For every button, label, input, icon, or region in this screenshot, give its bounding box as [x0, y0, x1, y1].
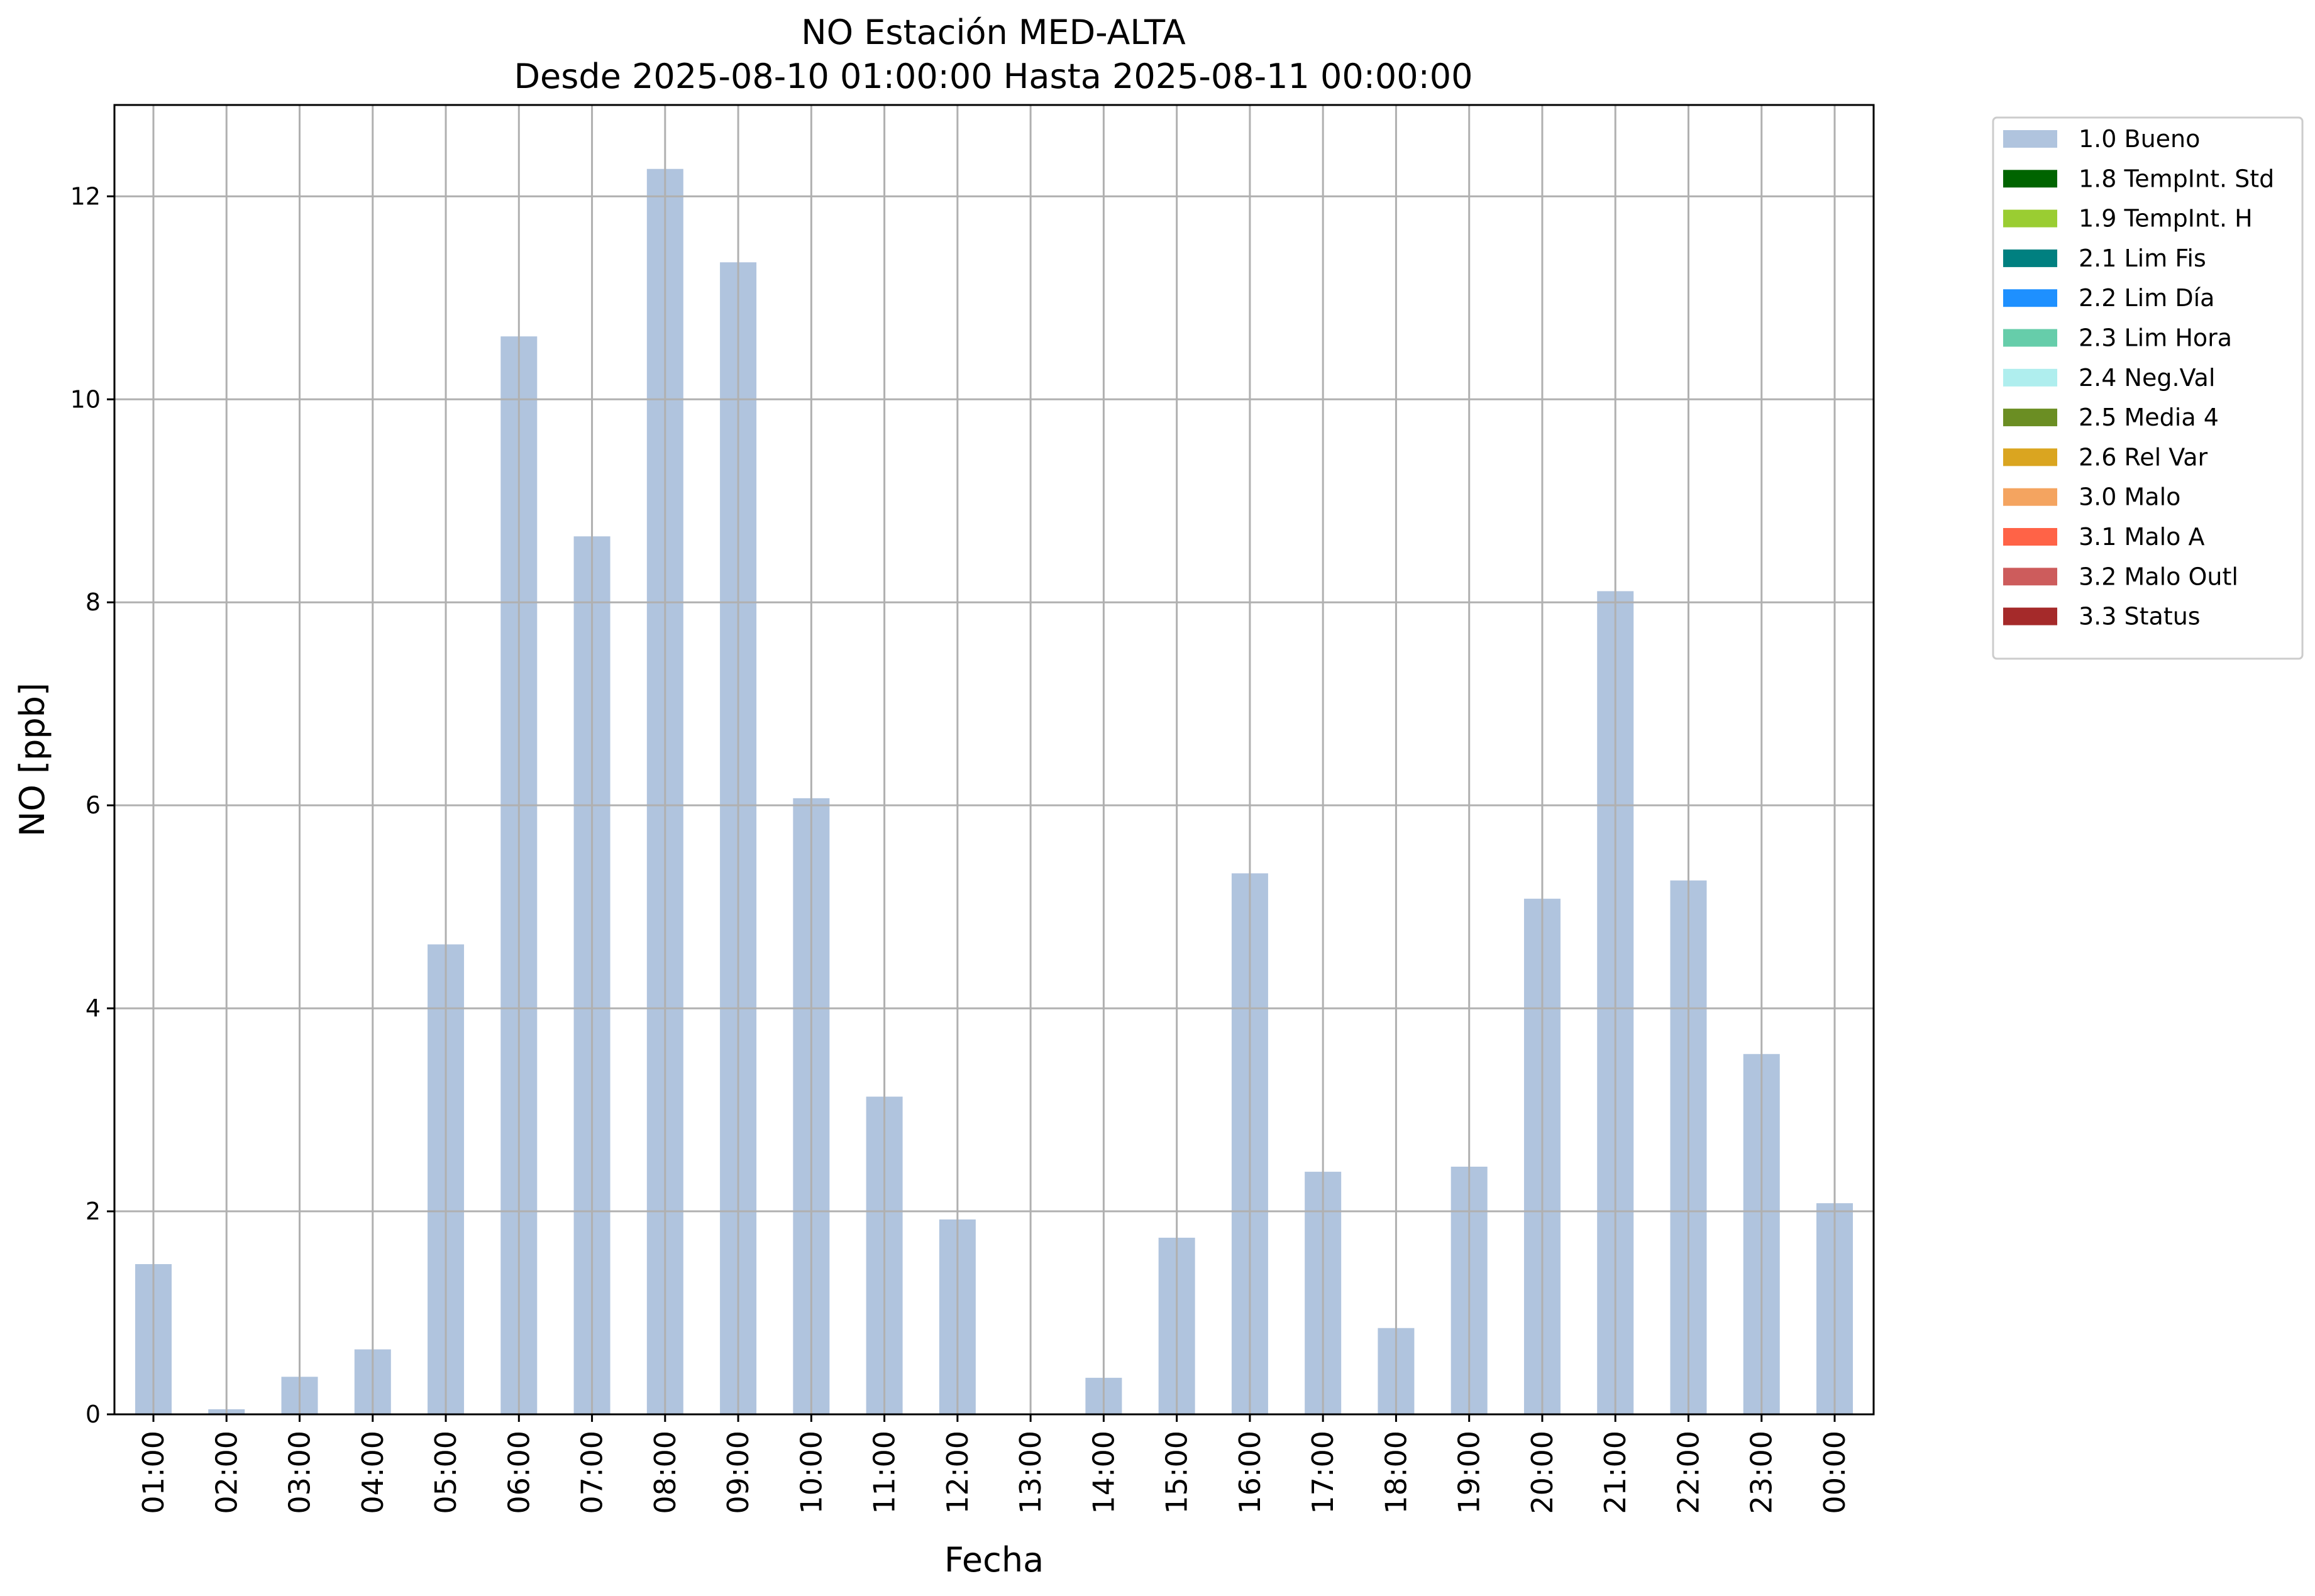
x-tick-label: 20:00	[1525, 1431, 1559, 1514]
y-tick-label: 2	[86, 1197, 101, 1225]
x-tick-label: 12:00	[941, 1431, 975, 1514]
legend-label: 3.0 Malo	[2079, 483, 2180, 511]
legend-label: 2.1 Lim Fis	[2079, 245, 2206, 272]
x-tick-label: 10:00	[794, 1431, 828, 1514]
x-axis: 01:00 02:00 03:00 04:00 05:00 06:00 07:00 08:00…	[136, 1414, 1852, 1514]
legend-swatch	[2003, 568, 2057, 586]
legend-swatch	[2003, 209, 2057, 228]
x-tick-label: 00:00	[1818, 1431, 1852, 1514]
legend-label: 2.6 Rel Var	[2079, 443, 2208, 471]
y-tick-label: 12	[70, 182, 101, 210]
x-tick-label: 04:00	[356, 1431, 390, 1514]
legend-swatch	[2003, 448, 2057, 466]
y-tick-label: 0	[86, 1401, 101, 1428]
chart-title: NO Estación MED-ALTA	[801, 13, 1186, 52]
x-tick-label: 13:00	[1014, 1431, 1047, 1514]
x-tick-label: 16:00	[1233, 1431, 1267, 1514]
legend-label: 1.9 TempInt. H	[2079, 205, 2253, 233]
x-tick-label: 17:00	[1306, 1431, 1340, 1514]
x-tick-label: 05:00	[429, 1431, 463, 1514]
y-tick-label: 4	[86, 994, 101, 1022]
legend-swatch	[2003, 289, 2057, 307]
grid-lines	[114, 105, 1874, 1416]
x-tick-label: 19:00	[1452, 1431, 1486, 1514]
x-tick-label: 06:00	[502, 1431, 536, 1514]
x-tick-label: 01:00	[136, 1431, 170, 1514]
x-axis-label: Fecha	[944, 1540, 1044, 1580]
legend-swatch	[2003, 130, 2057, 148]
legend-frame	[1992, 116, 2304, 660]
x-tick-label: 21:00	[1598, 1431, 1632, 1514]
x-tick-label: 15:00	[1160, 1431, 1194, 1514]
x-tick-label: 02:00	[209, 1431, 243, 1514]
legend-label: 2.2 Lim Día	[2079, 284, 2214, 312]
legend-swatch	[2003, 528, 2057, 546]
y-axis: 0 2 4 6 8 10 12	[70, 182, 114, 1428]
legend-label: 3.2 Malo Outl	[2079, 563, 2238, 590]
legend-label: 2.5 Media 4	[2079, 404, 2219, 431]
y-axis-label: NO [ppb]	[13, 683, 52, 837]
x-tick-label: 23:00	[1745, 1431, 1779, 1514]
legend-swatch	[2003, 170, 2057, 188]
legend-swatch	[2003, 409, 2057, 427]
x-tick-label: 11:00	[868, 1431, 902, 1514]
legend: 1.0 Bueno 1.8 TempInt. Std 1.9 TempInt. H 2…	[1992, 116, 2304, 660]
legend-swatch	[2003, 329, 2057, 347]
y-tick-label: 8	[86, 588, 101, 616]
legend-label: 3.1 Malo A	[2079, 523, 2204, 551]
legend-label: 3.3 Status	[2079, 603, 2201, 630]
plot-frame	[113, 104, 1875, 1416]
x-tick-label: 07:00	[575, 1431, 609, 1514]
legend-swatch	[2003, 607, 2057, 625]
legend-swatch	[2003, 249, 2057, 267]
x-tick-label: 22:00	[1671, 1431, 1705, 1514]
y-tick-label: 6	[86, 791, 101, 819]
y-tick-label: 10	[70, 385, 101, 413]
legend-label: 1.0 Bueno	[2079, 125, 2200, 153]
bars	[135, 168, 1853, 1414]
legend-label: 2.3 Lim Hora	[2079, 324, 2232, 352]
legend-swatch	[2003, 368, 2057, 387]
x-tick-label: 09:00	[721, 1431, 755, 1514]
legend-label: 2.4 Neg.Val	[2079, 364, 2215, 392]
chart-subtitle: Desde 2025-08-10 01:00:00 Hasta 2025-08-…	[514, 57, 1472, 96]
x-tick-label: 08:00	[648, 1431, 682, 1514]
x-tick-label: 14:00	[1086, 1431, 1120, 1514]
x-tick-label: 03:00	[283, 1431, 317, 1514]
legend-label: 1.8 TempInt. Std	[2079, 165, 2274, 192]
legend-swatch	[2003, 488, 2057, 506]
x-tick-label: 18:00	[1379, 1431, 1413, 1514]
